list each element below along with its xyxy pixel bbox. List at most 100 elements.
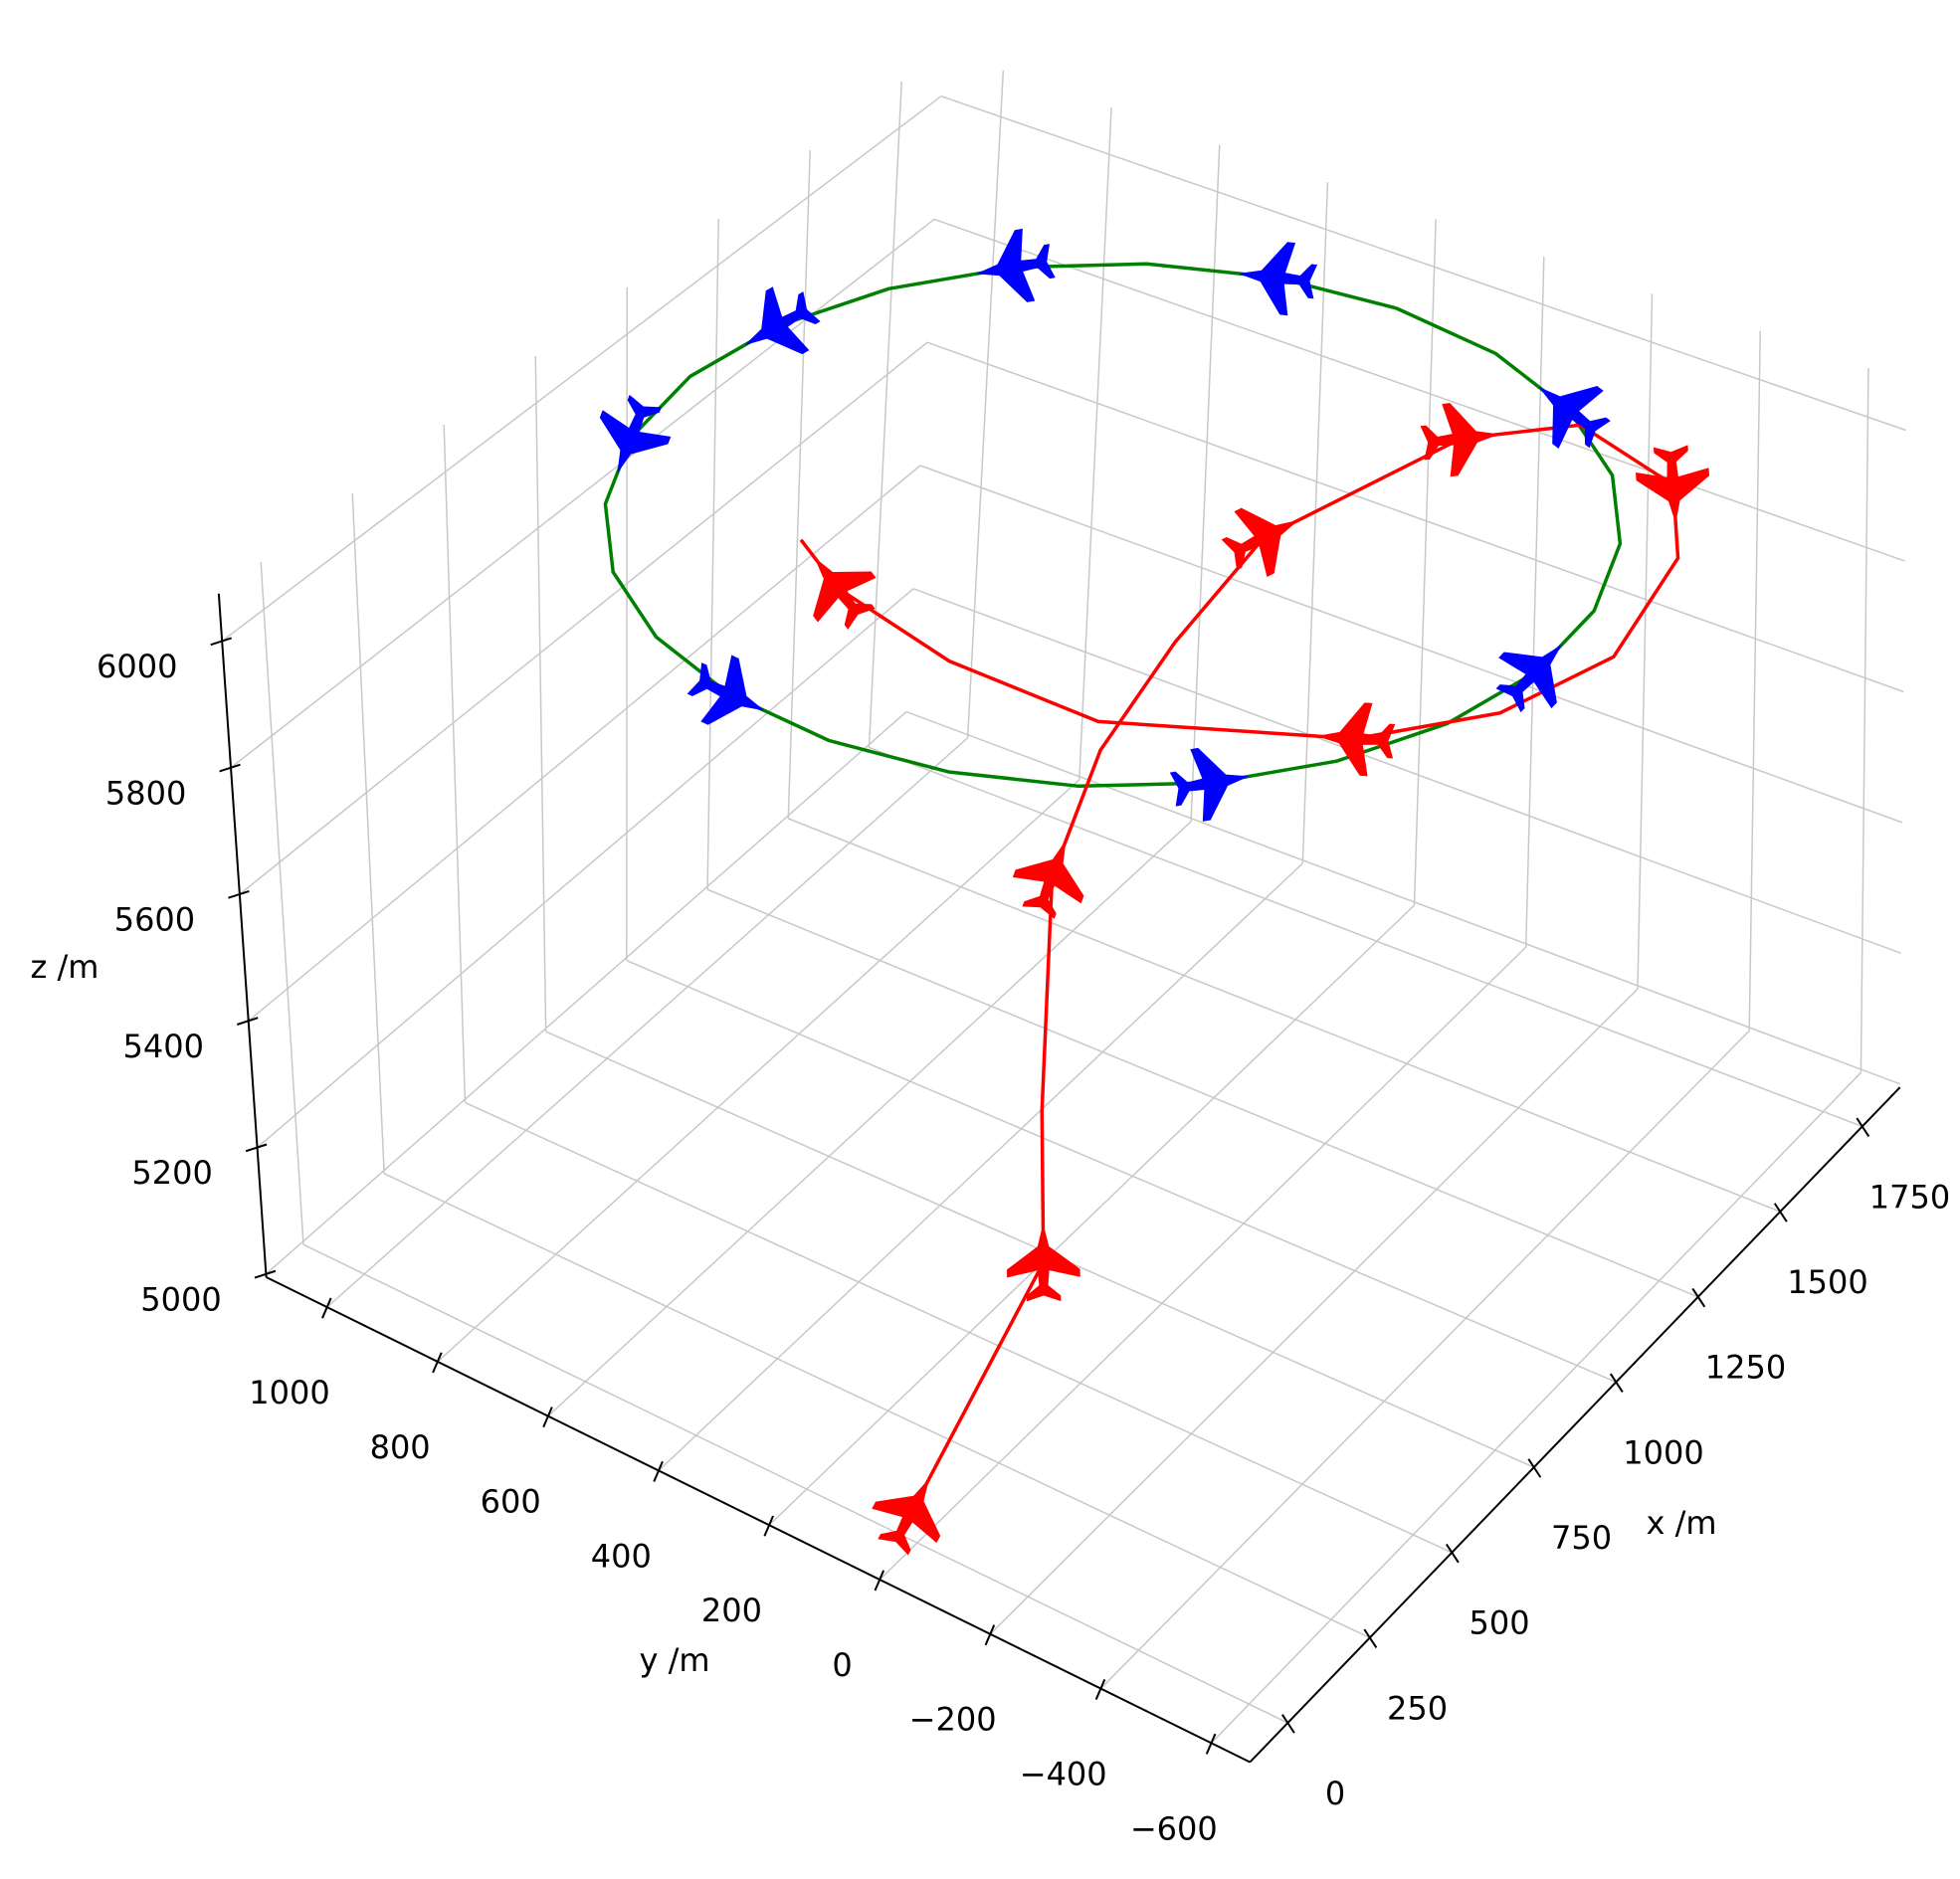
y-tick-label: 400 (591, 1537, 652, 1575)
x-tick-label: 500 (1470, 1604, 1530, 1642)
tick-mark (1363, 1628, 1378, 1649)
z-tick-label: 5600 (114, 901, 195, 939)
trajectory (799, 423, 1680, 1514)
y-tick-label: 1000 (249, 1374, 329, 1411)
grid-line (1748, 330, 1761, 1032)
aircraft-marker (1169, 747, 1250, 822)
grid-line (443, 425, 467, 1103)
grid-line (383, 1173, 1371, 1639)
x-tick-label: 250 (1387, 1689, 1448, 1727)
grid-line (248, 465, 921, 1022)
tick-mark (874, 1570, 885, 1592)
grid-line (912, 588, 1902, 955)
aircraft-marker (1420, 403, 1500, 477)
z-tick-label: 6000 (97, 648, 177, 685)
grid-line (221, 95, 942, 643)
aircraft-marker (1221, 507, 1299, 578)
grid-line (926, 341, 1904, 693)
tick-mark (432, 1352, 443, 1374)
grid-line (989, 988, 1639, 1635)
tick-mark (542, 1407, 553, 1428)
aircraft-marker (1495, 644, 1563, 713)
tick-mark (1691, 1287, 1706, 1308)
axis-line (1249, 1086, 1901, 1764)
grid-line (1190, 144, 1221, 822)
grid-line (933, 218, 1905, 562)
aircraft-marker (1238, 242, 1318, 316)
grid-line (1413, 219, 1437, 906)
tick-mark (321, 1297, 332, 1319)
tick-mark (228, 890, 250, 899)
grid-line (787, 149, 811, 819)
grid-line (879, 946, 1527, 1581)
grid-line (326, 737, 969, 1308)
z-tick-label: 5200 (131, 1154, 212, 1192)
tick-mark (219, 763, 241, 773)
grid-line (239, 341, 928, 895)
grid-line (265, 710, 907, 1275)
y-tick-label: −200 (909, 1701, 997, 1739)
y-tick-label: −400 (1020, 1755, 1107, 1792)
tick-mark (1527, 1458, 1542, 1478)
y-tick-label: −600 (1130, 1809, 1218, 1847)
axis-layer: 0 250 500 750 1000 1250 1500 1750 −600 −400 −200 0 2… (97, 593, 1950, 1847)
y-tick-label: 800 (370, 1428, 431, 1466)
aircraft-marker (813, 557, 877, 630)
grid-line (230, 218, 935, 769)
grid-line (302, 1243, 1288, 1724)
aircraft-marker (1538, 385, 1611, 450)
aircraft-marker (599, 394, 672, 473)
y-axis-label: y /m (639, 1641, 709, 1679)
tick-mark (245, 1143, 268, 1153)
grid-line (437, 779, 1080, 1363)
grid-line (1637, 293, 1654, 990)
x-tick-label: 750 (1551, 1519, 1612, 1557)
tick-mark (1205, 1733, 1217, 1755)
grid-layer (221, 70, 1906, 1744)
z-tick-label: 5400 (123, 1028, 204, 1065)
grid-line (768, 904, 1416, 1526)
grid-line (1524, 256, 1545, 948)
aircraft-marker (1007, 1223, 1080, 1302)
grid-line (534, 356, 547, 1033)
grid-line (351, 492, 385, 1174)
tick-mark (1609, 1373, 1624, 1394)
x-tick-label: 1000 (1623, 1433, 1703, 1471)
tick-mark (763, 1515, 774, 1537)
aircraft-marker (686, 655, 765, 725)
aircraft-marker (872, 1478, 941, 1556)
grid-line (260, 561, 304, 1245)
y-tick-label: 600 (481, 1483, 541, 1521)
y-tick-label: 200 (701, 1592, 762, 1629)
grid-line (658, 862, 1303, 1472)
tick-mark (653, 1460, 664, 1482)
aircraft-marker (1012, 840, 1084, 919)
tick-mark (1281, 1714, 1295, 1734)
x-tick-label: 1250 (1705, 1349, 1786, 1387)
grid-line (706, 888, 1699, 1298)
aircraft-marker (1636, 445, 1710, 524)
x-tick-label: 0 (1325, 1775, 1345, 1812)
grid-line (706, 218, 719, 890)
grid-line (1301, 182, 1329, 864)
axis-line (217, 593, 268, 1278)
grid-line (547, 821, 1192, 1417)
grid-line (1860, 368, 1869, 1073)
z-tick-label: 5800 (105, 774, 186, 812)
grid-line (465, 1101, 1453, 1554)
grid-line (1210, 1071, 1862, 1744)
grid-line (626, 959, 1617, 1384)
grid-line (868, 81, 902, 748)
grid-line (257, 588, 914, 1149)
x-axis-label: x /m (1646, 1504, 1716, 1542)
tick-mark (1445, 1543, 1460, 1564)
grid-line (919, 465, 1903, 824)
tick-mark (210, 637, 233, 647)
grid-line (788, 818, 1781, 1213)
y-tick-label: 0 (832, 1646, 852, 1684)
x-tick-label: 1750 (1869, 1178, 1950, 1216)
grid-line (966, 70, 1005, 738)
x-tick-label: 1500 (1787, 1263, 1867, 1301)
z-axis-label: z /m (31, 948, 99, 986)
